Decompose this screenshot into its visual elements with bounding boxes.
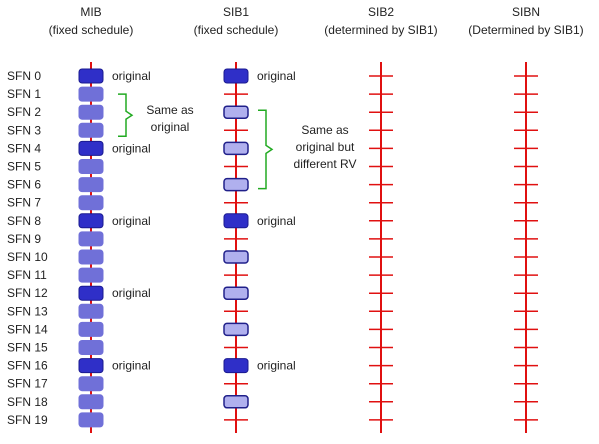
column-subtitle-sib2: (determined by SIB1) [324, 23, 437, 37]
mib-repetition-block [78, 104, 104, 120]
sfn-label: SFN 14 [7, 322, 48, 336]
sfn-label: SFN 11 [7, 268, 47, 282]
sfn-label: SFN 9 [7, 232, 41, 246]
sfn-label: SFN 6 [7, 178, 41, 192]
column-title-sib2: SIB2 [368, 5, 394, 19]
sfn-label: SFN 18 [7, 395, 48, 409]
sib1-brace-note: different RV [294, 157, 357, 171]
sfn-label: SFN 12 [7, 286, 48, 300]
annotations: originaloriginaloriginaloriginaloriginal… [112, 69, 356, 373]
sib1-repetition-block [223, 322, 249, 337]
sib1-brace [258, 109, 274, 190]
mib-original-label: original [112, 141, 151, 155]
sib1-original-label: original [257, 214, 296, 228]
sib1-repetition-block [223, 105, 249, 119]
mib-brace-note: original [151, 120, 190, 134]
mib-repetition-block [78, 231, 104, 247]
sib1-brace-note: Same as [301, 123, 348, 137]
sib1-repetition-block [223, 286, 249, 300]
sfn-label: SFN 7 [7, 196, 41, 210]
sib1-original-label: original [257, 359, 296, 373]
column-title-sibn: SIBN [512, 5, 540, 19]
sfn-label: SFN 5 [7, 160, 41, 174]
mib-repetition-block [78, 340, 104, 355]
sfn-label: SFN 2 [7, 105, 41, 119]
sfn-label: SFN 0 [7, 69, 41, 83]
column-subtitle-sib1: (fixed schedule) [194, 23, 279, 37]
sib1-repetition-block [223, 395, 249, 409]
mib-repetition-block [78, 412, 104, 428]
sfn-label: SFN 1 [7, 87, 41, 101]
mib-original-label: original [112, 359, 151, 373]
mib-original-block [78, 358, 104, 374]
sfn-label: SFN 13 [7, 304, 48, 318]
mib-original-block [78, 285, 104, 301]
sib1-original-block [223, 213, 249, 229]
mib-repetition-block [78, 267, 104, 283]
sfn-label: SFN 15 [7, 341, 48, 355]
mib-repetition-block [78, 376, 104, 392]
mib-repetition-block [78, 122, 104, 138]
mib-original-label: original [112, 69, 151, 83]
mib-repetition-block [78, 177, 104, 193]
sfn-label: SFN 17 [7, 377, 48, 391]
mib-brace [118, 93, 134, 138]
sib1-original-label: original [257, 69, 296, 83]
mib-original-label: original [112, 214, 151, 228]
frame-blocks [78, 68, 249, 428]
mib-original-label: original [112, 286, 151, 300]
column-headers: MIB (fixed schedule) SIB1 (fixed schedule) S… [49, 5, 584, 37]
mib-repetition-block [78, 321, 104, 337]
sfn-label: SFN 16 [7, 359, 48, 373]
column-title-mib: MIB [80, 5, 101, 19]
sfn-label-column: SFN 0 SFN 1 SFN 2 SFN 3 SFN 4 SFN 5 SFN 6 SFN 7… [7, 69, 48, 427]
sib1-repetition-block [223, 177, 249, 192]
mib-repetition-block [78, 249, 104, 265]
mib-repetition-block [78, 303, 104, 319]
mib-original-block [78, 68, 104, 84]
mib-original-block [78, 213, 104, 229]
timeline-lines [79, 62, 538, 433]
sfn-label: SFN 10 [7, 250, 48, 264]
sib1-repetition-block [223, 141, 249, 156]
mib-repetition-block [78, 195, 104, 211]
sfn-label: SFN 4 [7, 141, 41, 155]
mib-repetition-block [78, 159, 104, 174]
mib-repetition-block [78, 86, 104, 102]
column-subtitle-mib: (fixed schedule) [49, 23, 134, 37]
sfn-label: SFN 19 [7, 413, 48, 427]
sib1-repetition-block [223, 250, 249, 264]
sib1-brace-note: original but [296, 140, 355, 154]
sib1-original-block [223, 358, 249, 374]
mib-original-block [78, 140, 104, 156]
sib1-original-block [223, 68, 249, 84]
column-subtitle-sibn: (Determined by SIB1) [468, 23, 583, 37]
sfn-label: SFN 8 [7, 214, 41, 228]
column-title-sib1: SIB1 [223, 5, 249, 19]
mib-repetition-block [78, 394, 104, 410]
sfn-label: SFN 3 [7, 123, 41, 137]
mib-brace-note: Same as [146, 103, 193, 117]
